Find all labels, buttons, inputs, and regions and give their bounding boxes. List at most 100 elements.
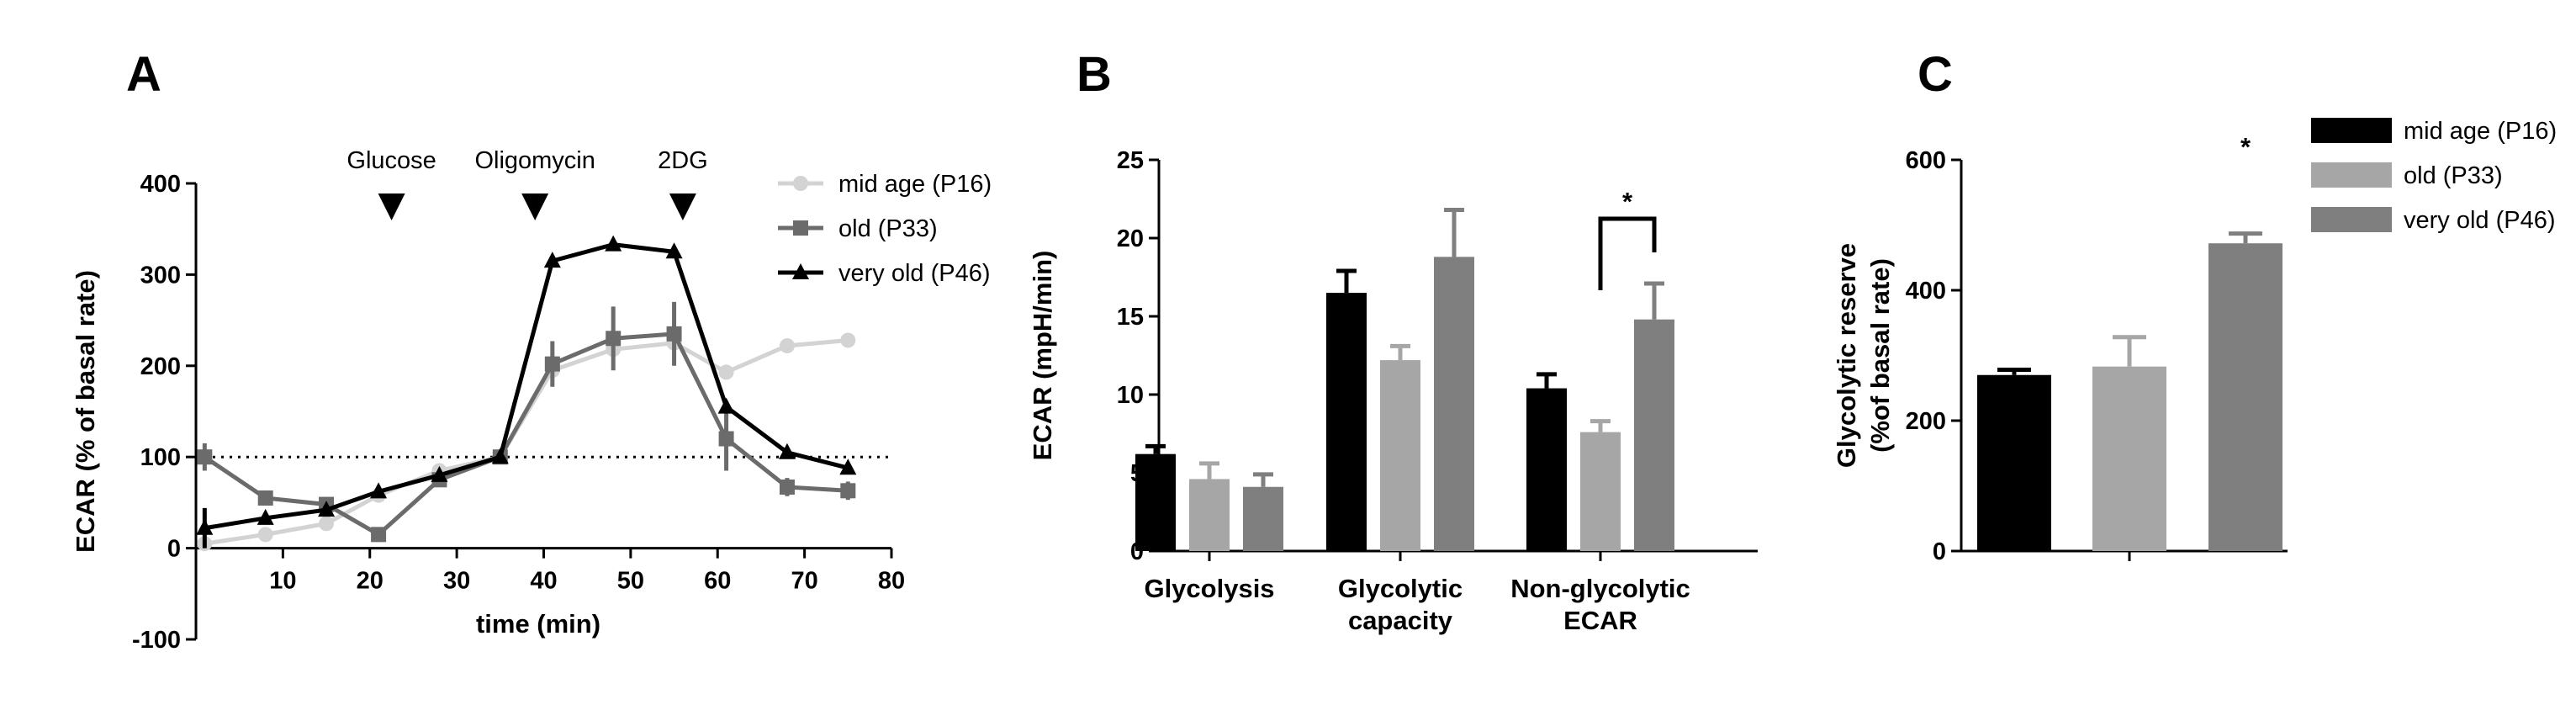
data-point: [491, 448, 509, 464]
injection-label: 2DG: [658, 147, 708, 174]
injection-arrow-icon: [521, 193, 549, 220]
legend-swatch: [2311, 162, 2392, 188]
data-point: [665, 242, 683, 259]
y-tick-label: 15: [1117, 304, 1144, 331]
bar: [1526, 388, 1567, 551]
y-tick-label: 0: [167, 536, 181, 563]
legend-swatch: [2311, 207, 2392, 232]
y-axis-title: ECAR (mpH/min): [1028, 251, 1057, 461]
bar: [2092, 366, 2166, 551]
legend-label: mid age (P16): [838, 171, 992, 198]
data-point: [370, 482, 388, 499]
category-label: Non-glycolytic: [1510, 574, 1690, 603]
x-tick-label: 20: [357, 568, 383, 595]
data-point: [257, 490, 273, 506]
legend-marker: [793, 220, 808, 236]
bar: [1189, 479, 1230, 551]
category-label: capacity: [1348, 606, 1453, 635]
y-tick-label: 400: [1906, 278, 1946, 305]
x-tick-label: 30: [443, 568, 470, 595]
data-point: [257, 508, 274, 525]
y-axis-title: ECAR (% of basal rate): [71, 270, 100, 553]
y-tick-label: 0: [1933, 538, 1946, 565]
data-point: [779, 337, 795, 353]
category-label: Glycolytic: [1338, 574, 1463, 603]
legend-marker: [793, 176, 808, 191]
y-axis-title: (%of basal rate): [1865, 258, 1895, 453]
data-point: [543, 252, 561, 268]
legend-marker: [792, 263, 809, 279]
data-point: [718, 364, 734, 380]
x-tick-label: 10: [269, 568, 296, 595]
series-line: [203, 331, 849, 538]
y-tick-label: -100: [132, 627, 181, 654]
x-tick-label: 60: [704, 568, 731, 595]
panel-c-label: C: [1917, 47, 1953, 102]
category-label: Glycolysis: [1144, 574, 1274, 603]
data-point: [778, 443, 796, 459]
data-point: [606, 331, 622, 347]
data-point: [605, 235, 622, 252]
y-tick-label: 200: [1906, 408, 1946, 435]
bar: [2208, 243, 2282, 551]
injection-label: Oligomycin: [474, 147, 595, 174]
y-tick-label: 100: [140, 444, 181, 471]
injection-arrow-icon: [378, 193, 405, 220]
panel-b-bar-chart: 0510152025ECAR (mpH/min)GlycolysisGlycol…: [1028, 147, 1758, 635]
y-tick-label: 25: [1117, 147, 1144, 174]
x-tick-label: 50: [617, 568, 644, 595]
data-point: [718, 431, 734, 447]
series-line: [204, 242, 849, 531]
panel-a-line-chart: -100 0 100 200 300 400 10 20 30 40 50 60 70 80 time (m…: [71, 147, 992, 654]
data-point: [544, 356, 560, 372]
data-point: [196, 518, 214, 535]
injection-arrow-icon: [669, 193, 696, 220]
legend-label: mid age (P16): [2404, 118, 2557, 145]
legend-label: old (P33): [838, 215, 938, 242]
data-point: [371, 527, 387, 543]
legend-label: old (P33): [2404, 162, 2503, 189]
y-axis-title: Glycolytic reserve: [1832, 243, 1861, 468]
data-point: [431, 465, 448, 482]
y-tick-label: 20: [1117, 225, 1144, 252]
y-tick-label: 200: [140, 353, 181, 380]
y-tick-label: 400: [140, 171, 181, 198]
panel-b-label: B: [1076, 47, 1112, 102]
data-point: [319, 516, 335, 532]
bar: [1380, 360, 1420, 551]
bar: [1434, 257, 1474, 551]
data-point: [318, 501, 336, 517]
data-point: [840, 332, 856, 348]
bar: [1580, 432, 1621, 551]
category-label: ECAR: [1563, 606, 1637, 635]
bar: [1634, 319, 1674, 551]
panel-a-label: A: [126, 47, 161, 102]
significance-marker: *: [1622, 187, 1633, 216]
bar: [1243, 486, 1283, 551]
legend-label: very old (P46): [838, 260, 991, 287]
y-tick-label: 10: [1117, 382, 1144, 409]
bar: [1977, 374, 2051, 551]
legend-swatch: [2311, 118, 2392, 143]
data-point: [840, 483, 856, 499]
x-tick-label: 80: [878, 568, 905, 595]
x-axis-title: time (min): [476, 609, 600, 639]
data-point: [779, 479, 795, 495]
data-point: [257, 527, 273, 543]
data-point: [197, 449, 213, 465]
panel-c-bar-chart: 0 200 400 600 Glycolytic reserve (%of basal r…: [1832, 118, 2557, 565]
injection-label: Glucose: [346, 147, 436, 174]
significance-bracket: [1598, 216, 1657, 290]
data-point: [839, 459, 857, 475]
legend-label: very old (P46): [2404, 207, 2556, 234]
significance-marker: *: [2240, 132, 2251, 162]
data-point: [666, 326, 682, 342]
bar: [1326, 293, 1367, 551]
data-point: [717, 397, 735, 414]
y-tick-label: 600: [1906, 147, 1946, 174]
bar: [1135, 453, 1176, 551]
x-tick-label: 70: [791, 568, 817, 595]
x-tick-label: 40: [530, 568, 557, 595]
y-tick-label: 300: [140, 262, 181, 289]
